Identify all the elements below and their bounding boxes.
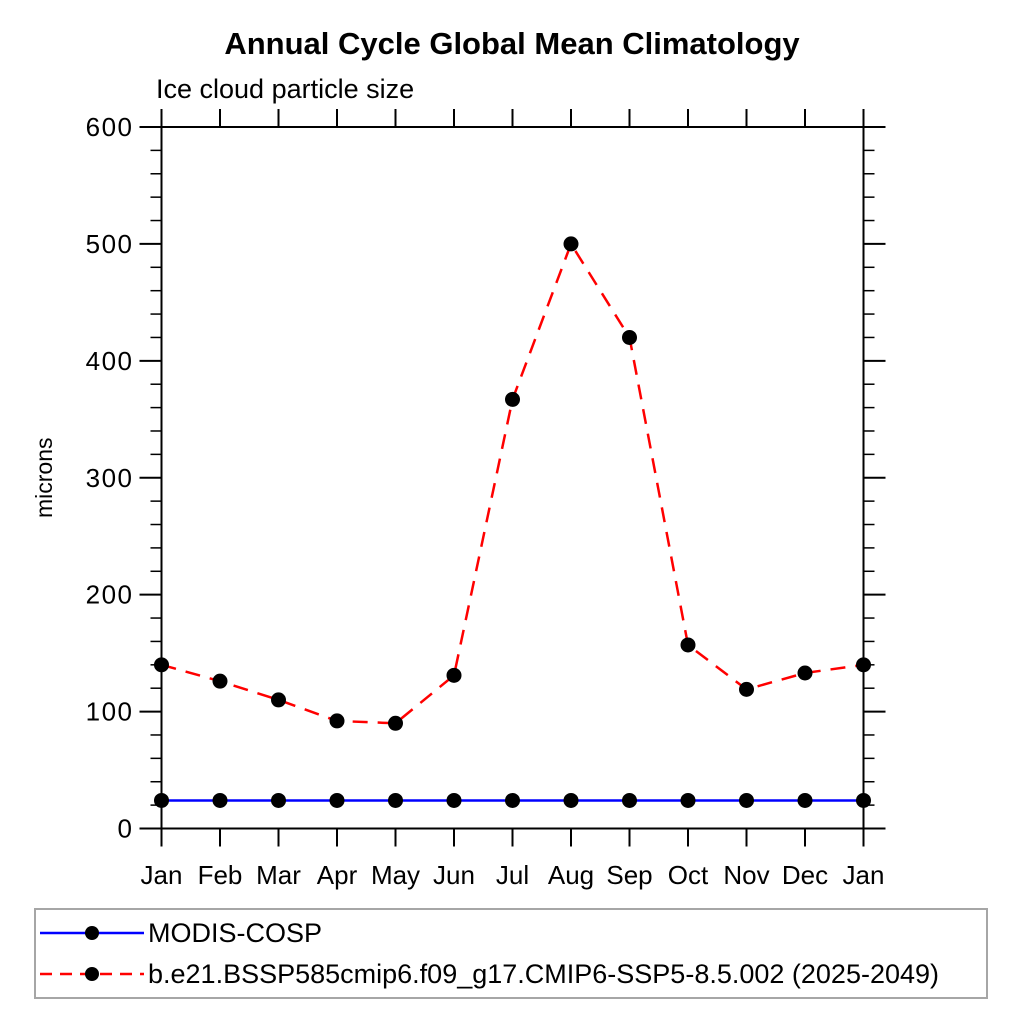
legend-item-label: MODIS-COSP bbox=[148, 917, 323, 948]
data-point-marker bbox=[388, 792, 403, 808]
series-line-1 bbox=[161, 241, 864, 725]
y-tick-label: 500 bbox=[86, 229, 134, 259]
x-tick-label: Jul bbox=[496, 860, 529, 890]
data-point-marker bbox=[856, 657, 871, 673]
data-point-marker bbox=[739, 681, 754, 697]
data-point-marker bbox=[212, 673, 228, 689]
x-tick-label: Sep bbox=[606, 860, 652, 890]
y-tick-label: 400 bbox=[86, 346, 134, 376]
data-point-marker bbox=[271, 692, 286, 708]
y-tick-label: 0 bbox=[118, 814, 134, 844]
plot-frame bbox=[160, 126, 865, 830]
x-tick-label: Jan bbox=[843, 860, 885, 890]
data-point-marker bbox=[622, 329, 637, 345]
x-tick-label: Apr bbox=[317, 860, 358, 890]
data-point-marker bbox=[212, 792, 228, 808]
data-point-marker bbox=[563, 236, 579, 252]
data-point-marker bbox=[680, 637, 696, 653]
data-point-marker bbox=[446, 792, 462, 808]
x-tick-label: May bbox=[371, 860, 420, 890]
legend: MODIS-COSP b.e21.BSSP585cmip6.f09_g17.CM… bbox=[34, 908, 988, 999]
x-tick-label: Nov bbox=[723, 860, 769, 890]
x-tick-label: Jun bbox=[433, 860, 475, 890]
y-tick-label: 300 bbox=[86, 463, 134, 493]
data-point-marker bbox=[563, 792, 579, 808]
chart-title: Annual Cycle Global Mean Climatology bbox=[224, 26, 800, 61]
y-tick-label: 200 bbox=[86, 580, 134, 610]
data-point-marker bbox=[797, 792, 813, 808]
data-point-marker bbox=[154, 792, 169, 808]
data-point-marker bbox=[505, 391, 520, 407]
legend-line-sample bbox=[40, 967, 144, 981]
y-tick-label: 600 bbox=[86, 112, 134, 142]
data-point-marker bbox=[505, 792, 520, 808]
data-point-marker bbox=[856, 792, 871, 808]
x-tick-label: Aug bbox=[548, 860, 594, 890]
data-point-marker bbox=[154, 657, 169, 673]
data-point-marker bbox=[388, 715, 403, 731]
legend-marker-icon bbox=[85, 926, 99, 940]
x-tick-label: Feb bbox=[198, 860, 243, 890]
data-point-marker bbox=[680, 792, 696, 808]
x-tick-label: Mar bbox=[256, 860, 301, 890]
legend-marker-icon bbox=[85, 967, 99, 981]
legend-line-sample bbox=[40, 926, 144, 940]
y-axis-title: microns bbox=[31, 437, 57, 518]
y-tick-label: 100 bbox=[86, 697, 134, 727]
data-point-marker bbox=[329, 713, 345, 729]
data-point-marker bbox=[446, 667, 462, 683]
data-point-marker bbox=[739, 792, 754, 808]
data-point-marker bbox=[797, 665, 813, 681]
x-tick-label: Oct bbox=[668, 860, 709, 890]
legend-item-label: b.e21.BSSP585cmip6.f09_g17.CMIP6-SSP5-8.… bbox=[148, 958, 940, 989]
data-point-marker bbox=[622, 792, 637, 808]
legend-item: MODIS-COSP bbox=[36, 915, 986, 951]
x-tick-label: Dec bbox=[782, 860, 828, 890]
data-point-marker bbox=[271, 792, 286, 808]
x-tick-label: Jan bbox=[141, 860, 183, 890]
chart-subtitle: Ice cloud particle size bbox=[156, 74, 415, 104]
data-point-marker bbox=[329, 792, 345, 808]
legend-item: b.e21.BSSP585cmip6.f09_g17.CMIP6-SSP5-8.… bbox=[36, 956, 986, 992]
